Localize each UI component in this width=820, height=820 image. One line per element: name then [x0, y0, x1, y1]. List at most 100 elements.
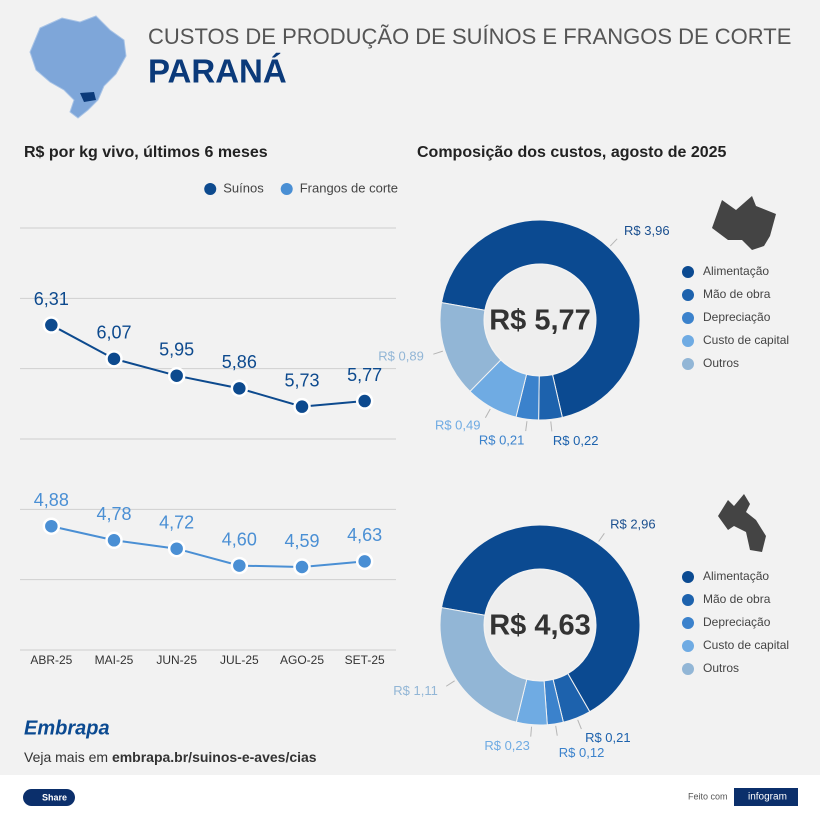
donut-slice [440, 219, 641, 419]
legend-label: Suínos [223, 180, 264, 195]
data-label: R$ 0,22 [553, 433, 599, 448]
x-tick-label: AGO-25 [280, 653, 324, 667]
x-tick-label: JUN-25 [156, 653, 197, 667]
data-label: 4,88 [34, 490, 69, 510]
donut-slice [439, 302, 502, 393]
header-subtitle: PARANÁ [148, 53, 287, 90]
legend-label: Depreciação [703, 310, 771, 324]
legend-label: Frangos de corte [300, 180, 398, 195]
legend-marker [682, 358, 694, 370]
donut-slice [439, 607, 528, 723]
data-label: R$ 1,11 [393, 683, 438, 698]
data-label: 5,86 [222, 352, 257, 372]
legend-marker [682, 640, 694, 652]
legend-label: Alimentação [703, 569, 769, 583]
legend-marker [682, 617, 694, 629]
data-label: R$ 0,12 [559, 745, 605, 760]
legend-label: Depreciação [703, 615, 771, 629]
data-point [355, 392, 374, 410]
legend-marker [682, 312, 694, 324]
data-label: 4,63 [347, 525, 382, 545]
data-label: 5,95 [159, 339, 194, 359]
leader-line [609, 238, 618, 247]
line-chart-title: R$ por kg vivo, últimos 6 meses [24, 144, 268, 161]
infogram-brand[interactable]: infogram [748, 792, 787, 803]
leader-line [445, 680, 455, 687]
data-point [105, 531, 123, 550]
legend-marker [682, 571, 694, 583]
x-tick-label: JUL-25 [220, 653, 259, 667]
legend-marker [204, 183, 217, 195]
header-title: CUSTOS DE PRODUÇÃO DE SUÍNOS E FRANGOS D… [148, 24, 791, 49]
data-label: R$ 0,21 [479, 432, 525, 447]
share-button[interactable]: Share [23, 789, 75, 806]
brazil-map [29, 15, 127, 119]
data-point [293, 558, 311, 576]
donut-slice [440, 524, 641, 713]
data-label: 6,07 [96, 323, 131, 343]
leader-line [577, 719, 582, 730]
leader-line [550, 421, 553, 432]
data-point [105, 350, 123, 368]
chicken-icon [718, 494, 766, 552]
data-label: 5,77 [347, 365, 382, 385]
data-point [42, 316, 61, 334]
donut-chart-title: Composição dos custos, agosto de 2025 [417, 144, 727, 161]
legend-label: Outros [703, 356, 739, 370]
legend-label: Mão de obra [703, 287, 771, 301]
data-label: 4,59 [284, 531, 319, 551]
leader-line [484, 408, 491, 419]
legend-marker [682, 335, 694, 347]
legend-label: Custo de capital [703, 638, 789, 652]
data-label: R$ 0,49 [435, 417, 481, 432]
share-button-bg[interactable] [23, 789, 75, 806]
legend-marker [682, 289, 694, 301]
x-tick-label: SET-25 [345, 653, 385, 667]
donut-hole [485, 570, 595, 680]
legend-marker [280, 183, 293, 195]
footer-link[interactable]: embrapa.br/suinos-e-aves/cias [112, 749, 317, 765]
data-label: R$ 3,96 [624, 223, 670, 238]
footer-bar [0, 775, 820, 820]
data-point [355, 552, 374, 571]
data-label: 4,72 [159, 512, 194, 532]
donut-hole [485, 265, 595, 375]
leader-line [530, 726, 533, 737]
footer-link-text: Veja mais em embrapa.br/suinos-e-aves/ci… [24, 749, 317, 765]
embrapa-logo: Embrapa [24, 717, 110, 739]
data-label: R$ 0,23 [484, 738, 530, 753]
infogram-badge[interactable] [734, 788, 798, 806]
footer-link-prefix: Veja mais em [24, 749, 108, 765]
legend-marker [682, 663, 694, 675]
legend-label: Outros [703, 661, 739, 675]
data-label: 4,78 [96, 504, 131, 524]
x-tick-label: ABR-25 [30, 653, 72, 667]
data-point [42, 517, 61, 535]
data-label: R$ 2,96 [610, 517, 656, 532]
donut-total: R$ 4,63 [489, 610, 591, 642]
leader-line [555, 725, 558, 736]
data-point [167, 539, 186, 558]
data-label: 5,73 [284, 370, 319, 390]
leader-line [433, 350, 444, 355]
data-point [293, 397, 311, 416]
series-line [51, 525, 365, 569]
leader-line [598, 533, 605, 542]
legend-marker [682, 266, 694, 278]
made-with: Feito com [688, 791, 728, 801]
data-point [230, 379, 249, 398]
data-label: R$ 0,21 [585, 730, 631, 745]
donut-total: R$ 5,77 [489, 305, 591, 337]
x-tick-label: MAI-25 [95, 653, 134, 667]
legend-label: Custo de capital [703, 333, 789, 347]
series-line [50, 324, 365, 408]
share-label[interactable]: Share [42, 792, 67, 802]
leader-line [525, 421, 528, 432]
legend-marker [682, 594, 694, 606]
legend-label: Mão de obra [703, 592, 771, 606]
legend-label: Alimentação [703, 264, 769, 278]
data-label: R$ 0,89 [378, 349, 424, 364]
pig-icon [712, 196, 776, 250]
data-label: 6,31 [34, 289, 69, 309]
